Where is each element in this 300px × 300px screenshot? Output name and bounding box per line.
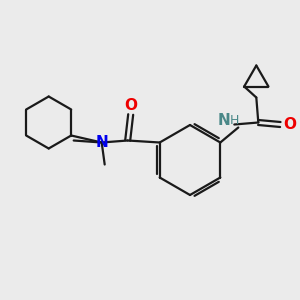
Text: N: N <box>95 135 108 150</box>
Text: H: H <box>230 114 239 127</box>
Text: O: O <box>283 117 296 132</box>
Text: N: N <box>218 113 231 128</box>
Text: O: O <box>124 98 137 113</box>
